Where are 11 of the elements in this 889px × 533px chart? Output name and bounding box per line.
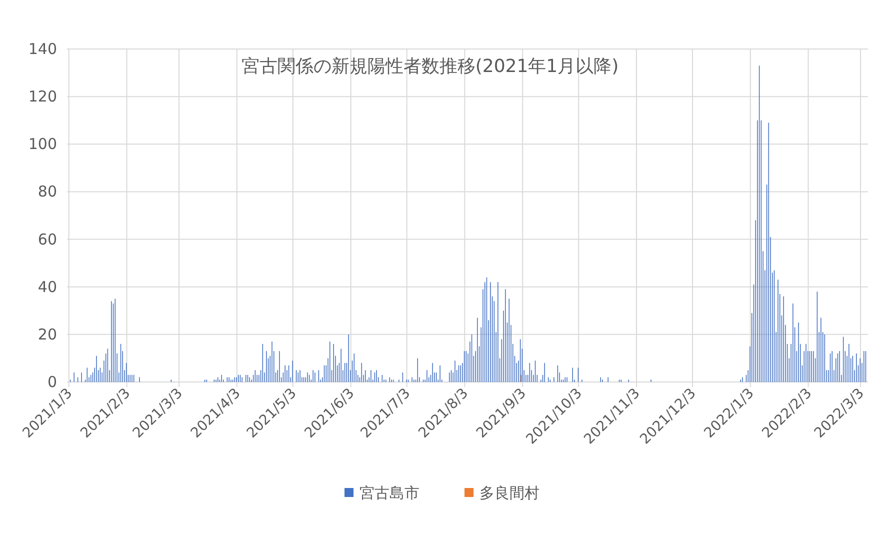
- y-tick-label: 40: [38, 278, 57, 296]
- y-tick-label: 140: [28, 40, 57, 58]
- chart-title: 宮古関係の新規陽性者数推移(2021年1月以降): [241, 56, 619, 77]
- legend-label: 多良間村: [480, 484, 540, 502]
- y-tick-label: 80: [38, 182, 57, 201]
- y-tick-label: 60: [38, 230, 57, 248]
- y-tick-label: 100: [28, 135, 57, 154]
- y-tick-label: 120: [28, 88, 57, 106]
- y-tick-label: 0: [47, 373, 57, 391]
- y-tick-label: 20: [38, 325, 57, 344]
- legend-label: 宮古島市: [360, 484, 420, 502]
